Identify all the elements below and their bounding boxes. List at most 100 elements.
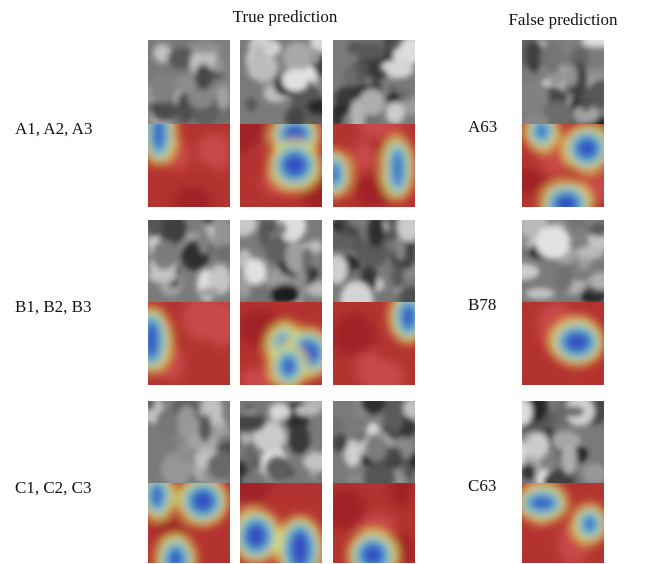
blob (303, 453, 336, 471)
blob (188, 87, 214, 109)
blue-core (536, 123, 548, 139)
blob (382, 60, 410, 72)
blob (338, 105, 352, 115)
false-row-label: B78 (468, 295, 496, 314)
panel (324, 211, 425, 316)
blob (397, 211, 420, 243)
blob (302, 246, 313, 270)
blob (265, 456, 291, 482)
blob (198, 414, 211, 442)
blob (386, 102, 405, 123)
panel (240, 33, 336, 129)
row-label: A1, A2, A3 (15, 119, 92, 138)
panel (508, 389, 610, 496)
blob (332, 219, 344, 232)
blob (400, 37, 424, 64)
blob (506, 263, 539, 279)
blob (555, 264, 572, 292)
false-title: False prediction (508, 10, 618, 29)
blob (582, 464, 608, 484)
blob (403, 465, 413, 477)
blob (307, 99, 336, 115)
panel (217, 111, 341, 211)
blob (151, 72, 177, 103)
blob (288, 424, 310, 454)
panel (324, 389, 420, 494)
red-blob (211, 134, 231, 171)
panel (141, 391, 243, 487)
blob (324, 416, 345, 433)
panel (131, 296, 239, 385)
blob (295, 405, 321, 416)
blue-core (584, 516, 596, 532)
blob (141, 394, 155, 411)
red-blob (352, 141, 375, 171)
blue-core (401, 303, 416, 331)
panel (136, 40, 241, 129)
blob (359, 89, 385, 116)
blob (356, 43, 386, 60)
blob (395, 238, 406, 261)
panel (506, 206, 617, 303)
blob (276, 222, 287, 237)
blob (198, 287, 220, 298)
blob (512, 398, 532, 425)
blue-core (552, 192, 580, 216)
blob (562, 444, 577, 474)
panel (238, 302, 333, 393)
panel (330, 291, 428, 397)
blue-core (562, 330, 592, 353)
blob (536, 226, 570, 259)
panel (145, 206, 237, 302)
red-blob (173, 187, 213, 222)
blob (282, 69, 308, 92)
blob (327, 255, 348, 284)
blue-core (143, 319, 159, 361)
blob (198, 227, 210, 255)
blue-core (393, 149, 403, 188)
blob (580, 95, 592, 112)
red-blob (346, 311, 367, 346)
blob (581, 35, 614, 48)
blob (177, 405, 196, 437)
false-row-label: A63 (468, 117, 497, 136)
blob (347, 473, 365, 484)
blob (246, 98, 257, 111)
blob (285, 240, 305, 272)
blob (283, 42, 313, 72)
blob (332, 434, 347, 452)
blob (215, 244, 238, 261)
blob (252, 45, 264, 61)
blob (203, 214, 213, 226)
red-blob (362, 359, 405, 397)
panel (139, 472, 230, 564)
blob (270, 267, 281, 282)
panel (331, 30, 428, 132)
heat (317, 115, 415, 207)
blue-core (528, 496, 555, 511)
blue-core (329, 162, 340, 185)
panel (232, 388, 336, 493)
blob (365, 435, 387, 463)
blob (309, 48, 320, 64)
blob (152, 240, 177, 270)
blue-core (281, 356, 296, 377)
false-row-label: C63 (468, 476, 496, 495)
blue-core (151, 484, 164, 508)
panel (517, 33, 614, 138)
blob (226, 211, 257, 237)
panel (317, 115, 415, 207)
panel (522, 302, 604, 385)
blob (541, 42, 564, 74)
panel (226, 209, 332, 318)
blob (559, 33, 577, 51)
blob (525, 288, 554, 299)
blob (344, 66, 359, 85)
blue-core (190, 488, 216, 514)
blob (517, 81, 549, 113)
blob (588, 223, 611, 237)
blob (526, 433, 549, 458)
blob (217, 85, 230, 109)
blob (324, 235, 357, 251)
blob (244, 258, 267, 284)
